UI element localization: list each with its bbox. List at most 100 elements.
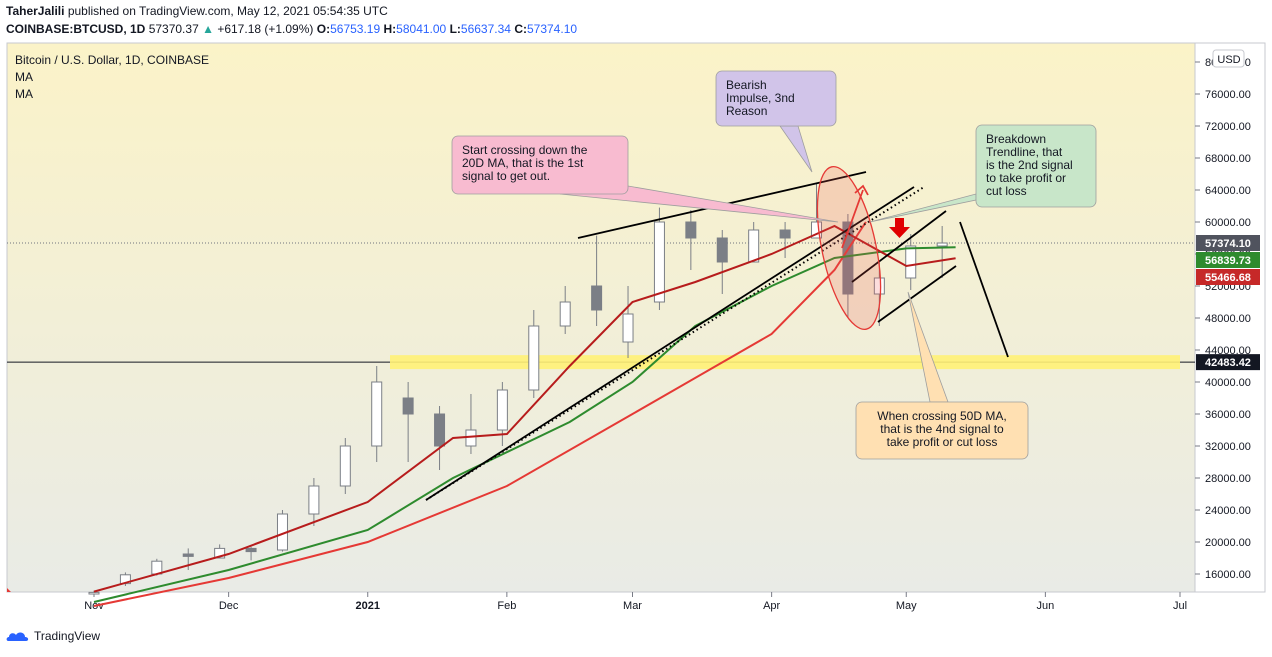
annotation-callout[interactable]: When crossing 50D MA,that is the 4nd sig…: [855, 291, 1029, 460]
x-tick-label: 2021: [356, 600, 380, 612]
legend-ma-1[interactable]: MA: [15, 70, 33, 84]
price-label-box: [1196, 252, 1260, 268]
y-tick-label: 32000.00: [1205, 441, 1251, 453]
low-value: 56637.34: [460, 22, 511, 36]
trend-drawings: [425, 161, 1009, 501]
candles: [88, 183, 948, 596]
candle-body: [622, 313, 634, 343]
candle-body: [873, 277, 885, 295]
callout-text: take profit or cut loss: [887, 435, 998, 449]
candle-body: [308, 485, 320, 515]
channel-bottom-line[interactable]: [877, 265, 957, 323]
y-tick-label: 44000.00: [1205, 345, 1251, 357]
y-tick-label: 36000.00: [1205, 409, 1251, 421]
x-tick-label: Jul: [1173, 600, 1187, 612]
candle-body: [434, 413, 446, 447]
y-tick-label: 16000.00: [1205, 569, 1251, 581]
up-arrow-icon: ▲: [202, 22, 214, 36]
candle-body: [716, 237, 728, 263]
y-tick-label: 20000.00: [1205, 537, 1251, 549]
high-label: H:: [383, 22, 397, 36]
callout-text: Breakdown: [986, 132, 1046, 146]
callout-box: [715, 70, 837, 127]
published-text: published on TradingView.com, May 12, 20…: [67, 4, 388, 18]
candle-body: [591, 285, 603, 311]
y-tick-label: 48000.00: [1205, 313, 1251, 325]
candle-body: [214, 547, 226, 559]
callout-text: Start crossing down the: [462, 143, 588, 157]
price-chart[interactable]: 80000.0076000.0072000.0068000.0064000.00…: [0, 0, 1272, 620]
candle-body: [245, 547, 257, 553]
low-label: L:: [449, 22, 461, 36]
y-tick-label: 72000.00: [1205, 121, 1251, 133]
x-tick-label: Feb: [497, 600, 516, 612]
callout-text: 20D MA, that is the 1st: [462, 156, 584, 170]
last-price: 57370.37: [148, 22, 199, 36]
candle-body: [559, 301, 571, 327]
candle-body: [182, 553, 194, 557]
price-label-text: 56839.73: [1205, 255, 1251, 267]
brand-name: TradingView: [34, 629, 101, 643]
callout-text: Reason: [726, 104, 767, 118]
y-tick-label: 40000.00: [1205, 377, 1251, 389]
x-tick-label: Apr: [763, 600, 780, 612]
ma-50-line: [93, 246, 956, 603]
author-name[interactable]: TaherJalili: [6, 4, 65, 18]
price-label-box: [1196, 269, 1260, 285]
bounce-arrow-icon: [841, 184, 869, 249]
callout-text: Bearish: [726, 78, 767, 92]
callout-box: [855, 401, 1029, 460]
callout-text: is the 2nd signal: [986, 158, 1073, 172]
high-value: 58041.00: [396, 22, 447, 36]
publish-info: TaherJalili published on TradingView.com…: [6, 4, 388, 18]
time-axis-background: [7, 592, 1265, 619]
channel-top-line[interactable]: [851, 210, 947, 283]
price-labels: 57374.10 56839.73 55466.68 42483.42: [1196, 235, 1260, 371]
ma-20-line: [93, 224, 956, 593]
x-tick-label: Jun: [1036, 600, 1054, 612]
candle-body: [936, 242, 948, 247]
support-band: [390, 355, 1180, 370]
chart-legend: Bitcoin / U.S. Dollar, 1D, COINBASE MA M…: [15, 53, 209, 101]
callout-text: cut loss: [986, 184, 1027, 198]
y-tick-label: 64000.00: [1205, 185, 1251, 197]
open-label: O:: [316, 22, 331, 36]
marker-icon: [7, 588, 11, 592]
y-tick-label: 28000.00: [1205, 473, 1251, 485]
callout-text: that is the 4nd signal to: [880, 422, 1004, 436]
y-tick-label: 60000.00: [1205, 217, 1251, 229]
currency-badge[interactable]: USD: [1212, 49, 1245, 68]
rising-trendline[interactable]: [425, 186, 915, 501]
candle-body: [653, 221, 665, 303]
open-value: 56753.19: [330, 22, 381, 36]
candle-body: [905, 245, 917, 279]
candle-body: [402, 397, 414, 415]
candle-body: [496, 389, 508, 431]
x-axis-ticks: Nov Dec 2021 Feb Mar Apr May Jun Jul: [84, 592, 1187, 612]
candle-body: [811, 221, 823, 239]
tradingview-logo[interactable]: TradingView: [6, 629, 100, 643]
price-label-text: 42483.42: [1205, 357, 1251, 369]
y-tick-label: 24000.00: [1205, 505, 1251, 517]
moving-averages: [93, 221, 956, 607]
x-tick-label: Mar: [623, 600, 642, 612]
down-arrow-icon: [889, 218, 910, 238]
price-label-box: [1196, 235, 1260, 251]
legend-ma-2[interactable]: MA: [15, 87, 33, 101]
callout-box: [975, 124, 1097, 208]
price-label-box: [1196, 354, 1260, 371]
callout-text: Trendline, that: [986, 145, 1063, 159]
symbol-label: COINBASE:BTCUSD, 1D: [6, 22, 146, 36]
bearish-impulse-ellipse[interactable]: [805, 161, 892, 335]
callout-text: to take profit or: [986, 171, 1066, 185]
projection-line[interactable]: [959, 221, 1009, 358]
close-label: C:: [514, 22, 527, 36]
callout-box: [451, 135, 629, 195]
candle-body: [748, 229, 760, 263]
x-tick-label: May: [896, 600, 917, 612]
x-tick-label: Dec: [219, 600, 239, 612]
candle-body: [371, 381, 383, 447]
